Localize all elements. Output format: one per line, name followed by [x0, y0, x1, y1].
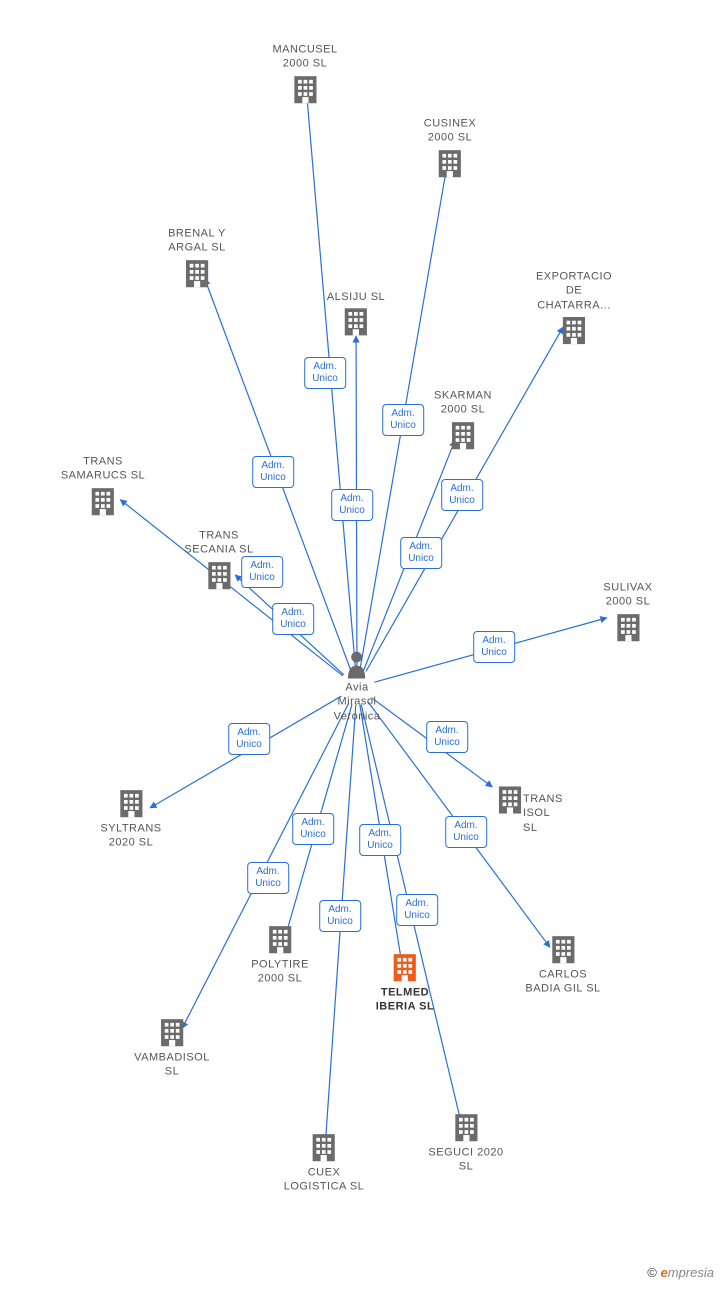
building-icon	[448, 419, 478, 451]
company-node-syltrans[interactable]: SYLTRANS 2020 SL	[100, 788, 161, 851]
edge-label: Adm. Unico	[426, 721, 468, 753]
building-icon	[116, 788, 146, 820]
edge-label: Adm. Unico	[319, 900, 361, 932]
building-icon	[182, 257, 212, 289]
company-node-carlos[interactable]: CARLOS BADIA GIL SL	[525, 934, 600, 997]
brand-logo-e: e	[661, 1265, 668, 1280]
edge-label: Adm. Unico	[473, 631, 515, 663]
company-node-cusinex[interactable]: CUSINEX 2000 SL	[424, 117, 476, 180]
company-label: TELMED IBERIA SL	[376, 986, 435, 1015]
company-label: EXPORTACIO DE CHATARRA...	[536, 270, 612, 313]
company-label: CUSINEX 2000 SL	[424, 117, 476, 146]
building-icon	[548, 934, 578, 966]
company-label: ALSIJU SL	[327, 290, 385, 304]
company-label: MANCUSEL 2000 SL	[272, 43, 337, 72]
company-label: SULIVAX 2000 SL	[603, 581, 652, 610]
edge-label: Adm. Unico	[247, 862, 289, 894]
company-label: SEGUCI 2020 SL	[428, 1146, 503, 1175]
company-label: VAMBADISOL SL	[134, 1051, 210, 1080]
center-person-node[interactable]: Avia Mirasol Veronica	[334, 651, 381, 724]
company-label: SKARMAN 2000 SL	[434, 389, 492, 418]
edge-label: Adm. Unico	[304, 357, 346, 389]
company-label: TRANS SAMARUCS SL	[61, 455, 145, 484]
center-label: Avia Mirasol Veronica	[334, 681, 381, 724]
company-node-trans_samarucs[interactable]: TRANS SAMARUCS SL	[61, 455, 145, 518]
company-label: CARLOS BADIA GIL SL	[525, 968, 600, 997]
building-icon	[204, 559, 234, 591]
building-icon	[309, 1132, 339, 1164]
building-icon	[88, 485, 118, 517]
edge-label: Adm. Unico	[228, 723, 270, 755]
person-icon	[346, 651, 368, 679]
edge-label: Adm. Unico	[382, 404, 424, 436]
edge-label: Adm. Unico	[241, 556, 283, 588]
building-icon	[157, 1017, 187, 1049]
company-node-sulivax[interactable]: SULIVAX 2000 SL	[603, 581, 652, 644]
edge-label: Adm. Unico	[445, 816, 487, 848]
company-node-vambadisol[interactable]: VAMBADISOL SL	[134, 1017, 210, 1080]
building-icon	[290, 73, 320, 105]
company-node-alsiju[interactable]: ALSIJU SL	[327, 290, 385, 338]
edges-layer	[0, 0, 728, 1290]
company-node-trans_isol[interactable]: TRANS ISOL SL	[495, 784, 525, 816]
building-icon	[265, 924, 295, 956]
company-node-cuex[interactable]: CUEX LOGISTICA SL	[284, 1132, 365, 1195]
edge-label: Adm. Unico	[252, 456, 294, 488]
company-label: TRANS ISOL SL	[523, 792, 563, 835]
building-icon	[495, 784, 525, 816]
footer-copyright: © empresia	[647, 1265, 714, 1280]
edge-label: Adm. Unico	[441, 479, 483, 511]
edge-label: Adm. Unico	[396, 894, 438, 926]
company-node-mancusel[interactable]: MANCUSEL 2000 SL	[272, 43, 337, 106]
edge-label: Adm. Unico	[400, 537, 442, 569]
building-icon	[341, 306, 371, 338]
company-node-polytire[interactable]: POLYTIRE 2000 SL	[251, 924, 309, 987]
edge-label: Adm. Unico	[292, 813, 334, 845]
company-label: CUEX LOGISTICA SL	[284, 1166, 365, 1195]
network-diagram: Avia Mirasol Veronica MANCUSEL 2000 SL CU…	[0, 0, 728, 1290]
building-icon	[390, 952, 420, 984]
company-label: POLYTIRE 2000 SL	[251, 958, 309, 987]
edge-label: Adm. Unico	[331, 489, 373, 521]
company-label: SYLTRANS 2020 SL	[100, 822, 161, 851]
building-icon	[559, 314, 589, 346]
company-node-brenal[interactable]: BRENAL Y ARGAL SL	[168, 227, 226, 290]
building-icon	[613, 611, 643, 643]
building-icon	[435, 147, 465, 179]
brand-logo-rest: mpresia	[668, 1265, 714, 1280]
company-node-seguci[interactable]: SEGUCI 2020 SL	[428, 1112, 503, 1175]
building-icon	[451, 1112, 481, 1144]
copyright-symbol: ©	[647, 1265, 657, 1280]
company-label: BRENAL Y ARGAL SL	[168, 227, 226, 256]
company-label: TRANS SECANIA SL	[184, 529, 253, 558]
edge-label: Adm. Unico	[359, 824, 401, 856]
company-node-telmed[interactable]: TELMED IBERIA SL	[376, 952, 435, 1015]
edge-label: Adm. Unico	[272, 603, 314, 635]
company-node-exportacio[interactable]: EXPORTACIO DE CHATARRA...	[536, 270, 612, 347]
company-node-skarman[interactable]: SKARMAN 2000 SL	[434, 389, 492, 452]
